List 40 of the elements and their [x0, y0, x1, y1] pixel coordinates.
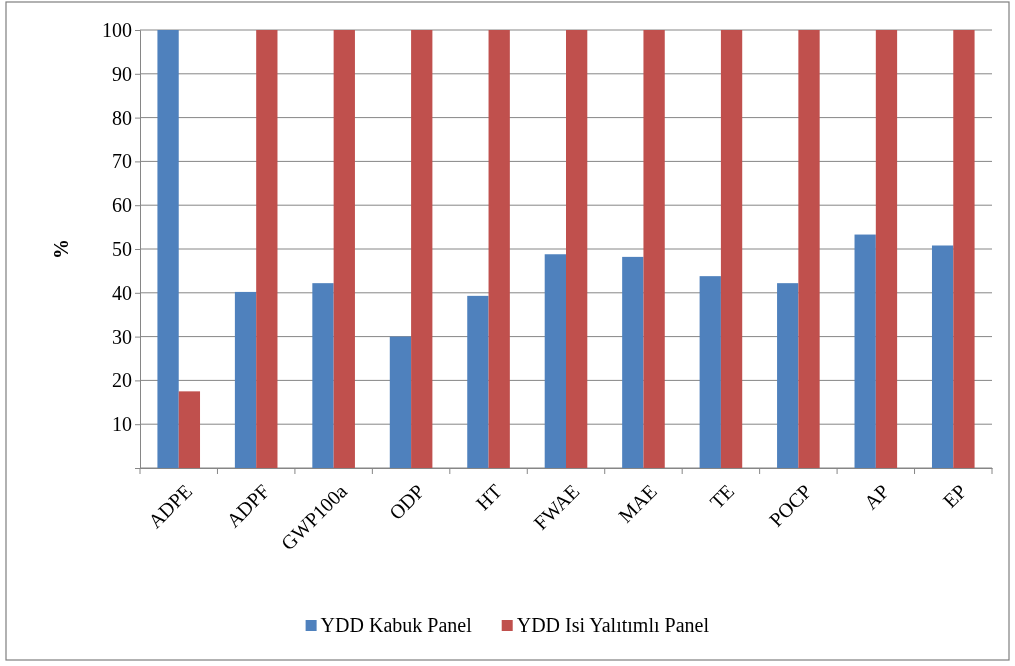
- legend-label: YDD Isi Yalıtımlı Panel: [516, 614, 710, 636]
- y-tick-label: 40: [112, 281, 132, 304]
- bar: [931, 245, 954, 468]
- bar: [544, 254, 566, 468]
- bar: [720, 30, 743, 468]
- bar: [622, 256, 644, 468]
- y-tick-label: 90: [112, 62, 132, 85]
- y-axis-title: %: [50, 239, 72, 259]
- bar: [312, 283, 334, 468]
- y-tick-label: 10: [112, 413, 132, 436]
- x-tick-label: ODP: [384, 479, 429, 524]
- x-tick-label: EP: [938, 479, 971, 512]
- x-tick-label: HT: [471, 479, 506, 515]
- y-tick-label: 70: [112, 150, 132, 173]
- y-tick-label: 80: [112, 106, 132, 129]
- bar: [777, 283, 799, 468]
- bar: [566, 30, 588, 468]
- y-tick-label: 100: [102, 18, 132, 41]
- x-tick-label: AP: [859, 479, 894, 514]
- bar: [467, 295, 489, 468]
- bar: [953, 30, 975, 468]
- bar: [157, 30, 179, 468]
- y-tick-label: 30: [112, 325, 132, 348]
- bar: [798, 30, 820, 468]
- bar: [256, 30, 278, 468]
- bar: [854, 234, 876, 468]
- bar: [875, 30, 898, 468]
- bar: [643, 30, 665, 468]
- y-tick-label: 60: [112, 194, 132, 217]
- x-tick-label: TE: [705, 479, 739, 513]
- bar: [178, 391, 201, 468]
- y-tick-label: 50: [112, 237, 132, 260]
- bar: [234, 291, 257, 468]
- bar: [411, 30, 433, 468]
- legend-label: YDD Kabuk Panel: [320, 614, 473, 636]
- y-tick-label: 20: [112, 369, 132, 392]
- bar: [389, 336, 412, 468]
- bar: [488, 30, 510, 468]
- bar: [333, 30, 355, 468]
- bar: [699, 276, 721, 468]
